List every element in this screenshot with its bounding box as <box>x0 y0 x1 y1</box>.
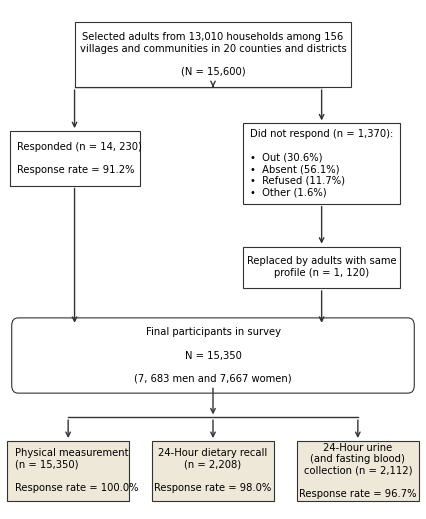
FancyBboxPatch shape <box>75 22 351 87</box>
Text: Selected adults from 13,010 households among 156
villages and communities in 20 : Selected adults from 13,010 households a… <box>80 32 346 77</box>
Text: Responded (n = 14, 230)

Response rate = 91.2%: Responded (n = 14, 230) Response rate = … <box>17 142 142 175</box>
Text: 24-Hour dietary recall
(n = 2,208)

Response rate = 98.0%: 24-Hour dietary recall (n = 2,208) Respo… <box>154 448 272 493</box>
FancyBboxPatch shape <box>12 318 414 393</box>
Text: 24-Hour urine
(and fasting blood)
collection (n = 2,112)

Response rate = 96.7%: 24-Hour urine (and fasting blood) collec… <box>299 443 417 499</box>
Text: Physical measurement
(n = 15,350)

Response rate = 100.0%: Physical measurement (n = 15,350) Respon… <box>15 448 138 493</box>
Text: Replaced by adults with same
profile (n = 1, 120): Replaced by adults with same profile (n … <box>247 256 397 278</box>
FancyBboxPatch shape <box>243 247 400 288</box>
FancyBboxPatch shape <box>243 123 400 203</box>
FancyBboxPatch shape <box>297 441 418 500</box>
Text: Did not respond (n = 1,370):

•  Out (30.6%)
•  Absent (56.1%)
•  Refused (11.7%: Did not respond (n = 1,370): • Out (30.6… <box>250 129 394 198</box>
FancyBboxPatch shape <box>8 441 129 500</box>
FancyBboxPatch shape <box>9 131 140 186</box>
FancyBboxPatch shape <box>153 441 274 500</box>
Text: Final participants in survey

N = 15,350

(7, 683 men and 7,667 women): Final participants in survey N = 15,350 … <box>134 327 292 384</box>
